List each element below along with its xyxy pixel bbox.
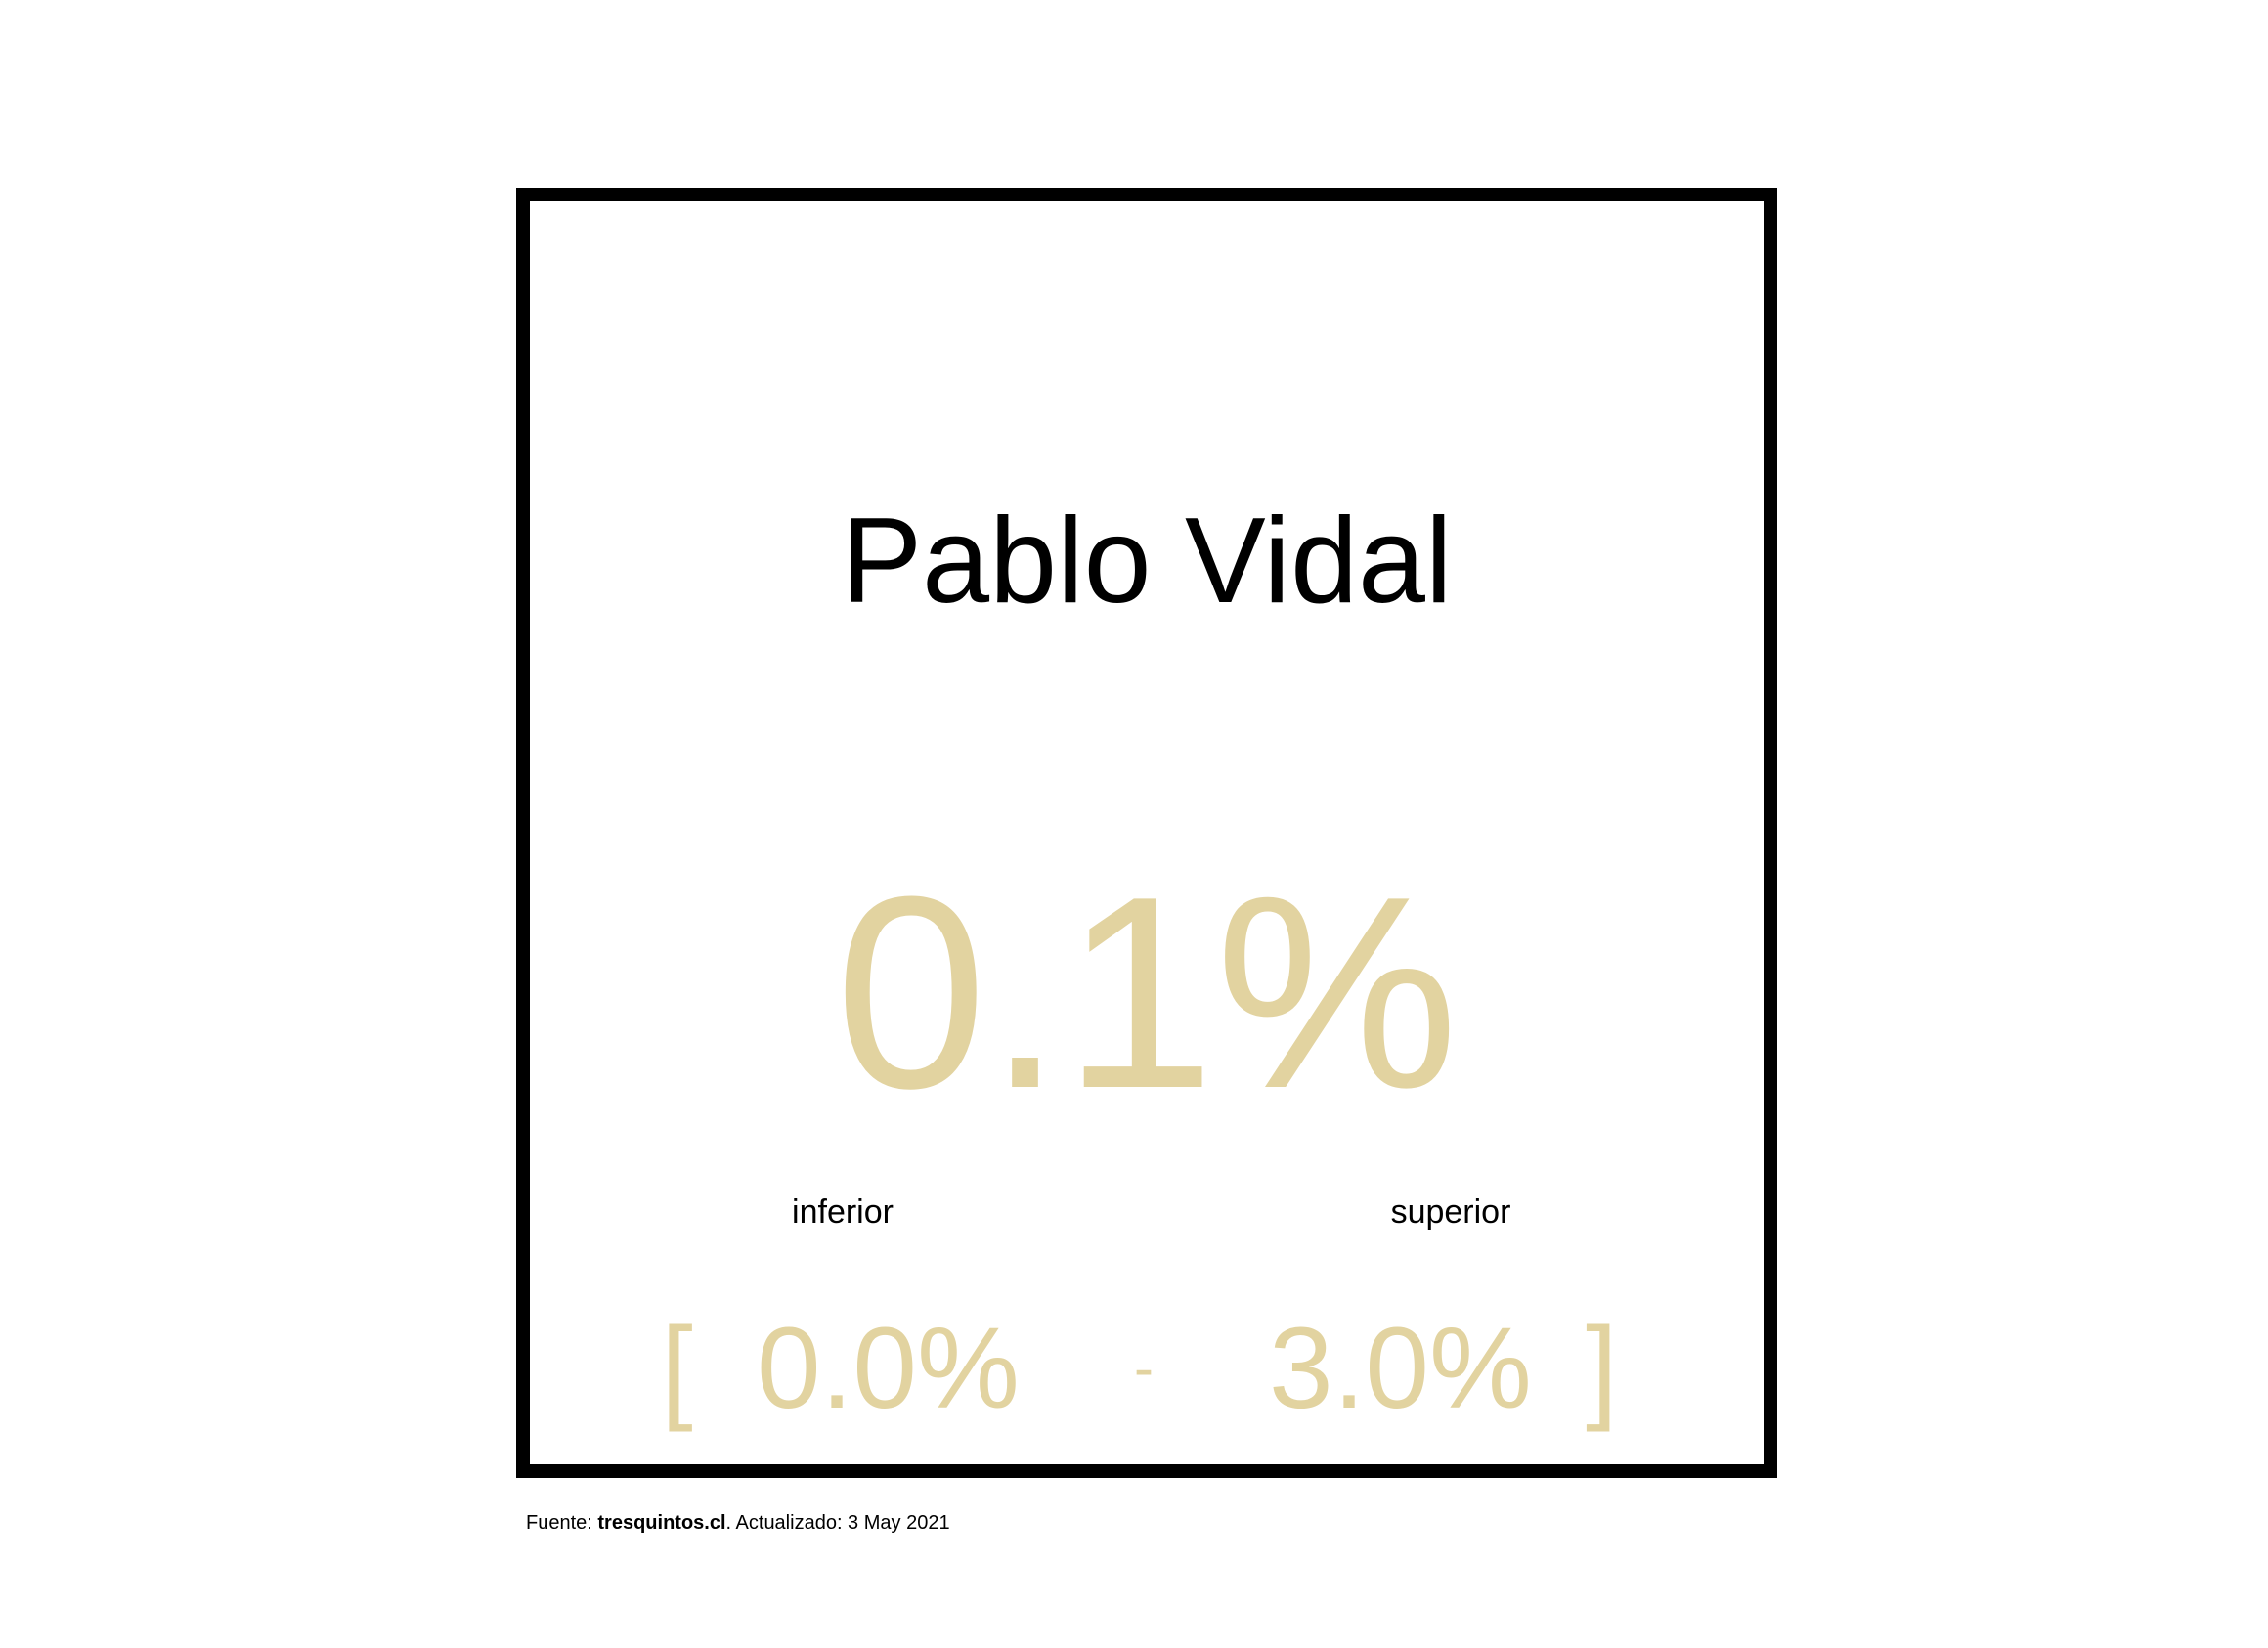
upper-bound-value: 3.0% <box>1269 1304 1532 1433</box>
upper-bound-label: superior <box>1390 1193 1511 1231</box>
footer-updated: . Actualizado: 3 May 2021 <box>725 1512 950 1534</box>
footer-prefix: Fuente: <box>526 1512 598 1534</box>
interval-close-bracket: ] <box>1586 1304 1618 1433</box>
interval-open-bracket: [ <box>661 1304 693 1433</box>
lower-bound-label: inferior <box>792 1193 894 1231</box>
footer-source: tresquintos.cl <box>597 1512 726 1534</box>
estimate-card: Pablo Vidal 0.1% <box>516 188 1777 1478</box>
interval-separator: - <box>1134 1335 1154 1401</box>
candidate-name: Pablo Vidal <box>841 494 1453 629</box>
confidence-interval: [ 0.0% - 3.0% ] <box>0 1300 2268 1437</box>
estimate-value: 0.1% <box>834 841 1460 1146</box>
lower-bound-value: 0.0% <box>757 1304 1020 1433</box>
source-footer: Fuente: tresquintos.cl. Actualizado: 3 M… <box>526 1505 950 1540</box>
